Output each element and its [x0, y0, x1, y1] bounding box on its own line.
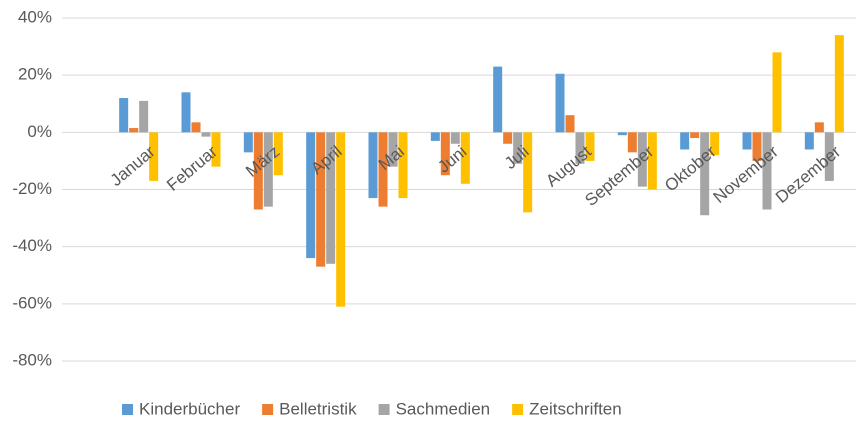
bar [243, 132, 253, 153]
bar [565, 115, 575, 133]
bar [710, 132, 720, 156]
bar [680, 132, 690, 150]
bar [336, 132, 346, 307]
bar [316, 132, 326, 267]
bar [326, 132, 336, 264]
bar [637, 132, 647, 187]
bar [493, 66, 503, 133]
legend-label: Sachmedien [396, 399, 491, 418]
y-tick-label: 40% [18, 7, 52, 26]
legend-swatch [262, 404, 274, 415]
bar [772, 52, 782, 133]
y-tick-label: -40% [12, 236, 52, 255]
bar [211, 132, 221, 167]
legend-label: Belletristik [279, 399, 357, 418]
bar [690, 132, 700, 139]
bar [129, 128, 139, 133]
bar [119, 98, 129, 133]
bar [585, 132, 595, 161]
bar [398, 132, 408, 199]
bar [503, 132, 513, 144]
bar [263, 132, 273, 207]
bar [647, 132, 657, 190]
bar [460, 132, 470, 184]
bar [627, 132, 637, 153]
bar [617, 132, 627, 136]
y-tick-label: -20% [12, 179, 52, 198]
y-tick-label: 20% [18, 65, 52, 84]
bar [824, 132, 834, 181]
bar [378, 132, 388, 207]
bar [430, 132, 440, 141]
bar [523, 132, 533, 213]
bar [368, 132, 378, 199]
bar [440, 132, 450, 176]
bar [804, 132, 814, 150]
bar [273, 132, 283, 176]
y-tick-label: 0% [27, 122, 52, 141]
y-tick-label: -60% [12, 293, 52, 312]
bar [253, 132, 263, 210]
legend-swatch [378, 404, 390, 415]
bar [752, 132, 762, 161]
bar [834, 35, 844, 133]
bar [555, 73, 565, 133]
bar [700, 132, 710, 216]
x-tick-label: Februar [163, 142, 221, 195]
bar [575, 132, 585, 164]
bar [139, 100, 149, 133]
bar [513, 132, 523, 164]
bar [306, 132, 316, 259]
legend-label: Zeitschriften [529, 399, 622, 418]
bar [388, 132, 398, 167]
y-tick-label: -80% [12, 350, 52, 369]
bar [762, 132, 772, 210]
legend-label: Kinderbücher [139, 399, 240, 418]
bar [814, 122, 824, 133]
legend-swatch [122, 404, 133, 415]
bar [450, 132, 460, 144]
bar [201, 132, 211, 137]
bar [149, 132, 159, 181]
bar [742, 132, 752, 150]
bar [181, 92, 191, 133]
bar [191, 122, 201, 133]
x-tick-label: August [542, 142, 595, 191]
legend-swatch [512, 404, 524, 415]
x-tick-label: Oktober [661, 142, 720, 196]
